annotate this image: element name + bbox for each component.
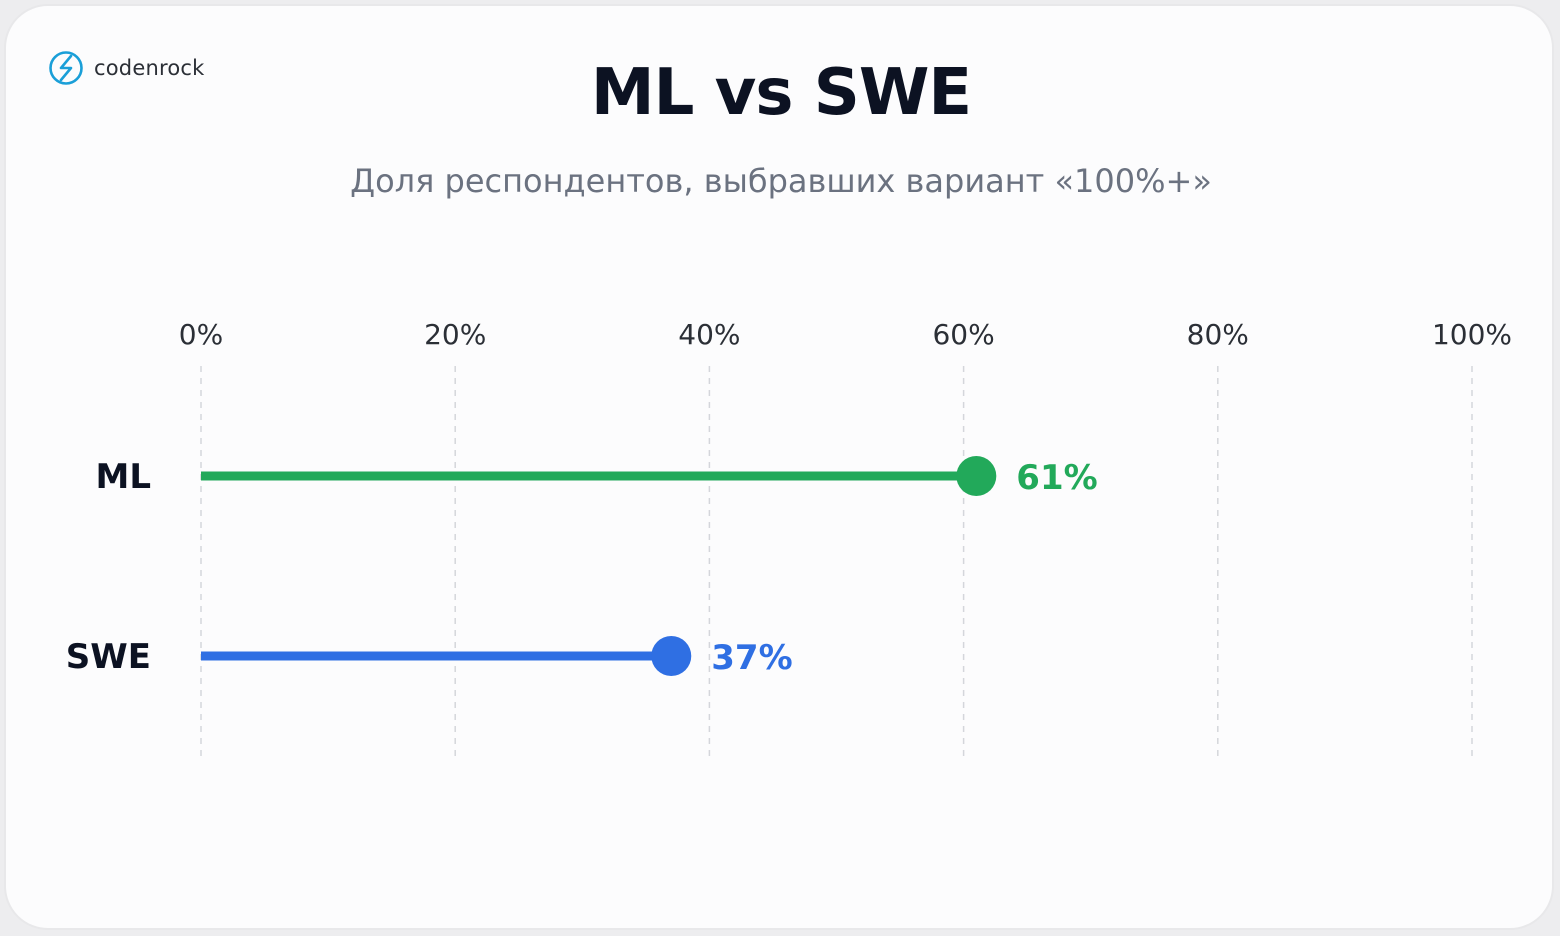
chart-card: codenrock ML vs SWE Доля респондентов, в… [4, 4, 1554, 930]
lollipop-dot [651, 636, 692, 676]
lollipop-chart: 0% 20% 40% 60% 80% 100% ML 61% SWE 37% [66, 318, 1512, 756]
x-tick-label: 40% [678, 318, 740, 351]
value-label: 61% [1016, 458, 1097, 498]
category-label: SWE [66, 637, 151, 677]
brand-logo: codenrock [48, 48, 204, 88]
x-tick-label: 60% [932, 318, 994, 351]
chart-subtitle: Доля респондентов, выбравших вариант «10… [350, 162, 1212, 200]
x-tick-label: 100% [1432, 318, 1512, 351]
chart-title: ML vs SWE [590, 56, 972, 130]
codenrock-logo-icon [49, 51, 83, 85]
value-label: 37% [711, 638, 792, 678]
category-label: ML [96, 457, 152, 497]
x-tick-label: 80% [1187, 318, 1249, 351]
x-tick-label: 0% [179, 318, 223, 351]
lollipop-dot [956, 456, 997, 496]
brand-name: codenrock [94, 56, 205, 80]
x-tick-label: 20% [424, 318, 486, 351]
